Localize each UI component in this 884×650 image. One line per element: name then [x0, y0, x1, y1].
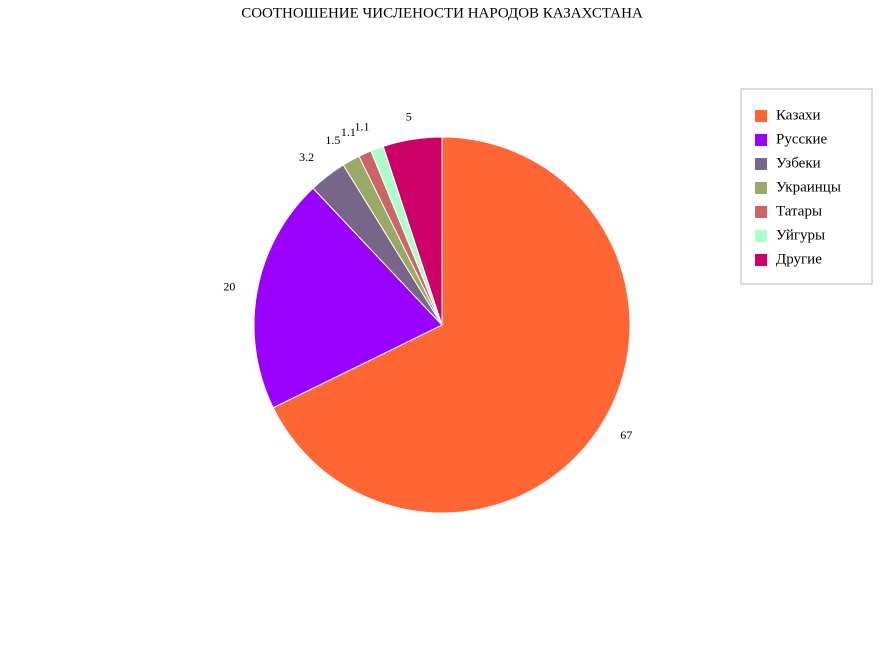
- data-label: 3.2: [299, 150, 314, 164]
- legend-label: Казахи: [776, 107, 821, 123]
- legend-swatch: [755, 206, 767, 218]
- legend-label: Узбеки: [776, 155, 821, 171]
- legend-label: Татары: [776, 203, 822, 219]
- legend-swatch: [755, 158, 767, 170]
- pie-slice: [382, 136, 443, 326]
- data-label: 67: [620, 428, 632, 442]
- legend-label: Русские: [776, 131, 827, 147]
- data-label: 1.1: [354, 120, 369, 134]
- legend-label: Украинцы: [776, 179, 841, 195]
- data-label: 1.1: [341, 125, 356, 139]
- legend-swatch: [755, 134, 767, 146]
- legend-swatch: [755, 254, 767, 266]
- pie-slice: [272, 136, 631, 514]
- data-label: 5: [406, 109, 412, 123]
- chart-title: СООТНОШЕНИЕ ЧИСЛЕНОСТИ НАРОДОВ КАЗАХСТАН…: [241, 5, 643, 21]
- pie-slice: [253, 187, 443, 409]
- legend-swatch: [755, 110, 767, 122]
- data-label: 1.5: [325, 133, 340, 147]
- legend-label: Другие: [776, 251, 822, 267]
- legend-swatch: [755, 182, 767, 194]
- legend-label: Уйгуры: [776, 227, 825, 243]
- legend-swatch: [755, 230, 767, 242]
- data-label: 20: [223, 279, 235, 293]
